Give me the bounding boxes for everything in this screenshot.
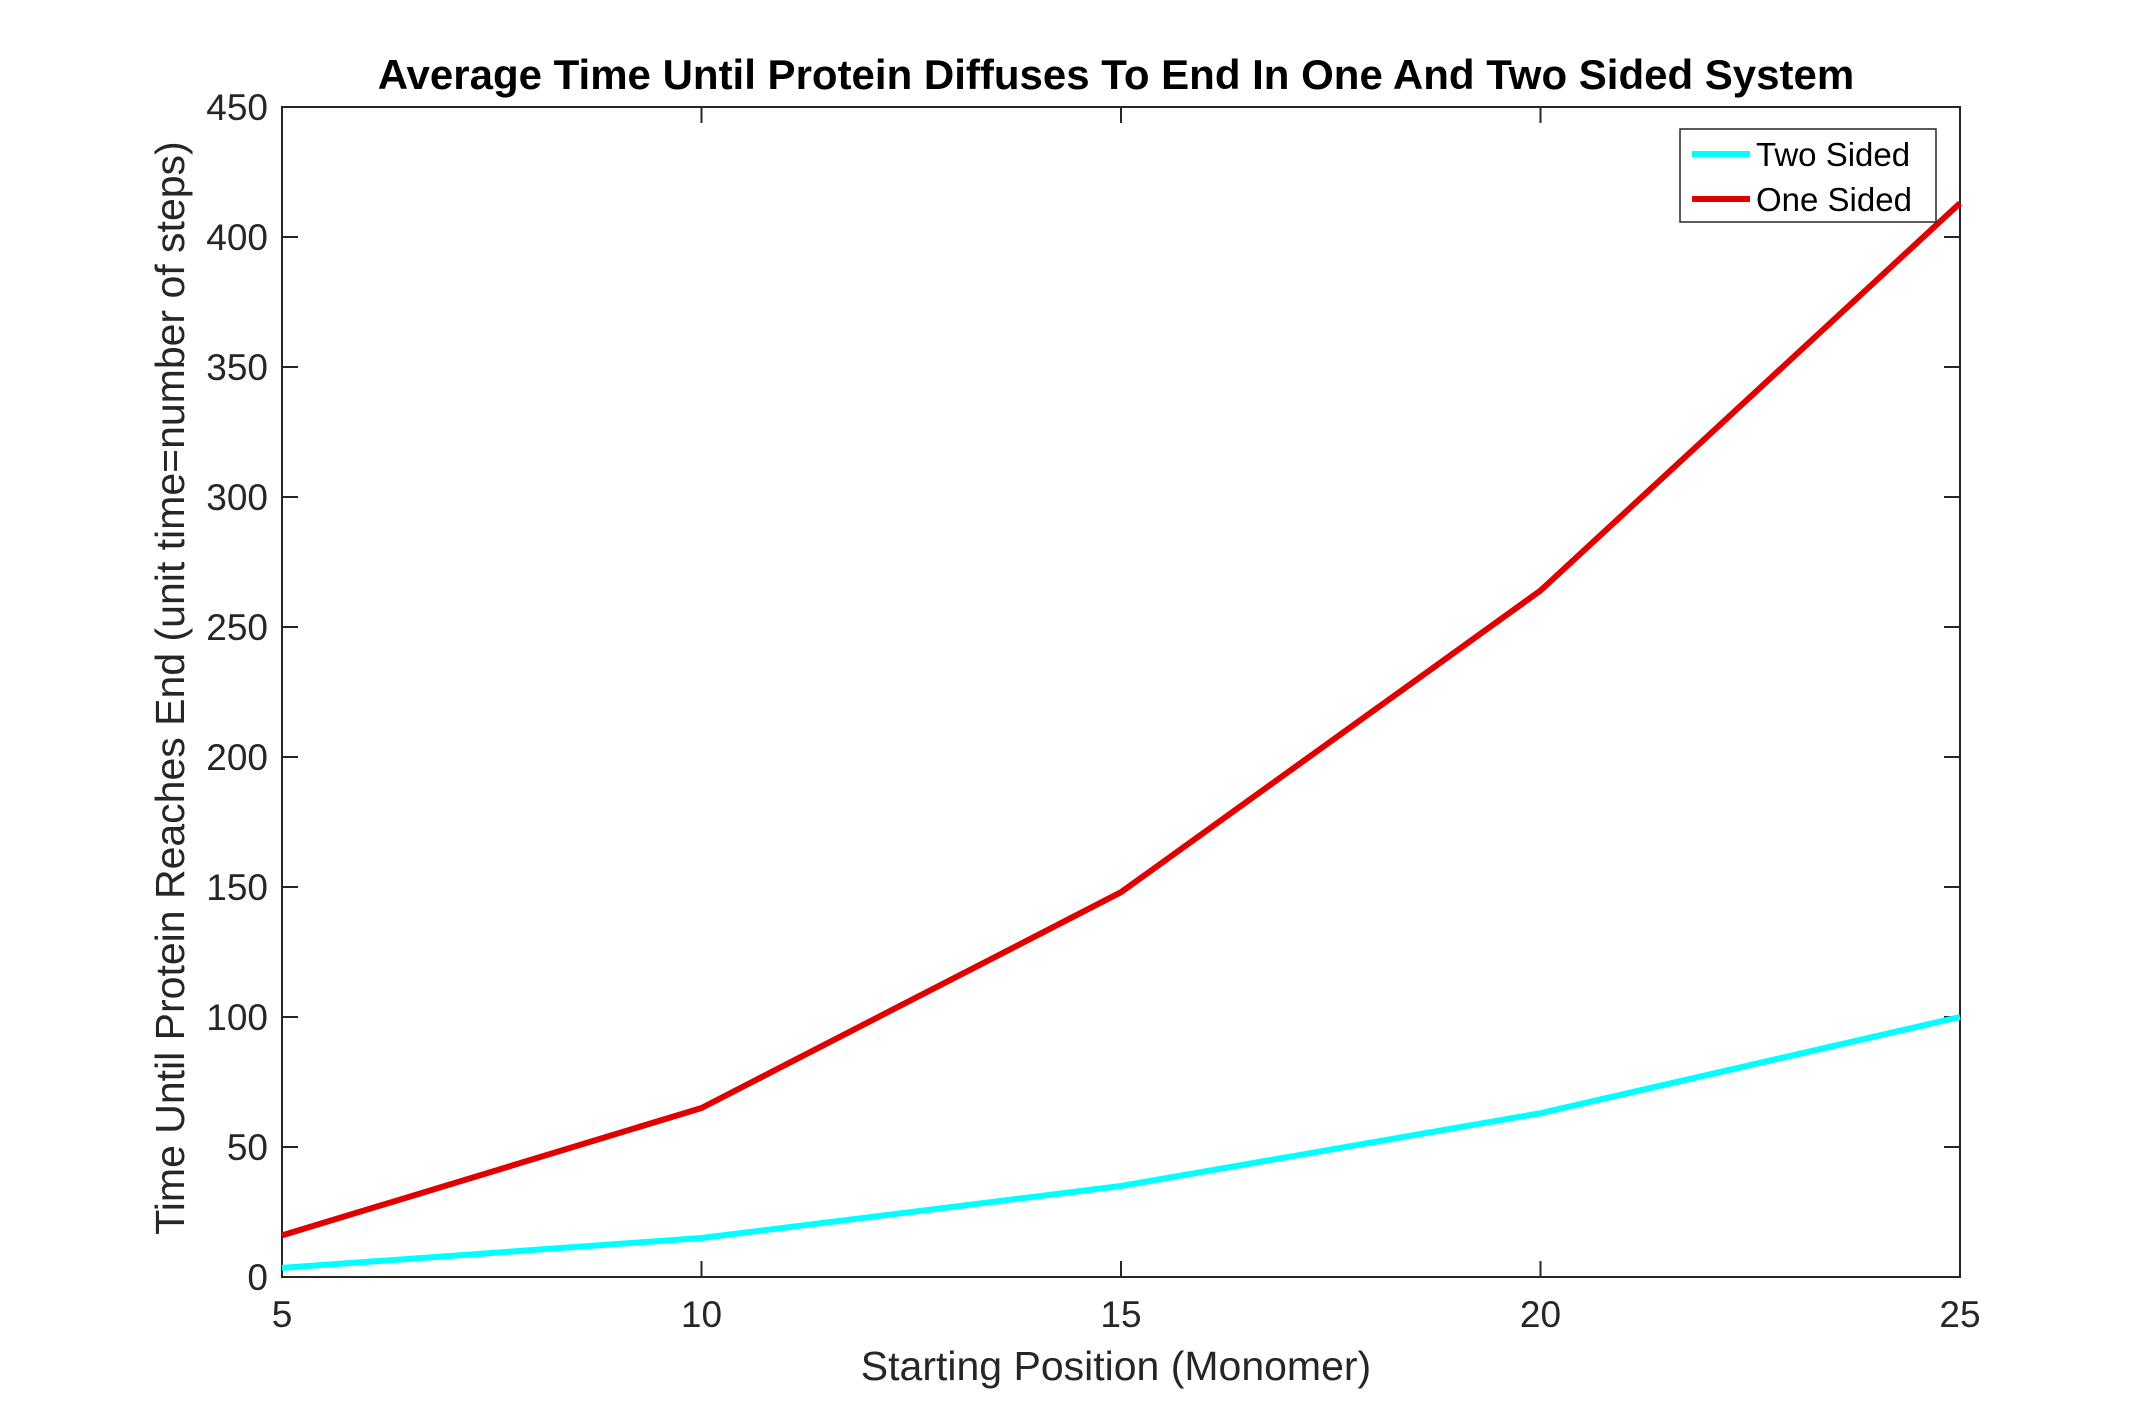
y-tick-label: 150 [206, 867, 268, 908]
x-tick-label: 25 [1939, 1294, 1980, 1335]
x-tick-label: 10 [681, 1294, 722, 1335]
y-tick-label: 0 [247, 1257, 268, 1298]
x-tick-label: 15 [1100, 1294, 1141, 1335]
y-tick-label: 450 [206, 87, 268, 128]
chart-title: Average Time Until Protein Diffuses To E… [378, 51, 1854, 98]
legend-label-two-sided: Two Sided [1756, 136, 1910, 173]
legend-label-one-sided: One Sided [1756, 181, 1912, 218]
x-axis-label: Starting Position (Monomer) [861, 1343, 1371, 1389]
y-tick-label: 100 [206, 997, 268, 1038]
y-axis-label: Time Until Protein Reaches End (unit tim… [147, 141, 193, 1234]
y-tick-label: 400 [206, 217, 268, 258]
plot-frame [282, 107, 1960, 1277]
y-tick-label: 200 [206, 737, 268, 778]
x-tick-label: 20 [1520, 1294, 1561, 1335]
plot-area: 0 50 100 150 200 250 300 350 400 450 5 10 15 20 25 [206, 87, 1980, 1335]
legend: Two Sided One Sided [1680, 129, 1936, 222]
x-tick-label: 5 [272, 1294, 293, 1335]
y-tick-label: 300 [206, 477, 268, 518]
y-tick-label: 50 [227, 1127, 268, 1168]
y-tick-label: 250 [206, 607, 268, 648]
y-tick-label: 350 [206, 347, 268, 388]
